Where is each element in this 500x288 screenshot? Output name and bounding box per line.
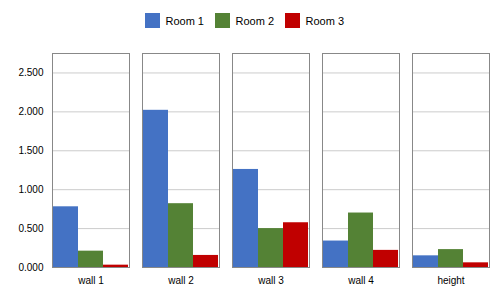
html-text:Room 1: Room 1 bbox=[165, 14, 204, 27]
svg-text:2.500: 2.500 bbox=[18, 67, 43, 78]
svg-text:2.000: 2.000 bbox=[18, 106, 43, 117]
svg-text:height: height bbox=[437, 274, 464, 285]
svg-text:0.500: 0.500 bbox=[18, 222, 43, 233]
svg-text:1.000: 1.000 bbox=[18, 183, 43, 194]
html-text:Room 3: Room 3 bbox=[305, 14, 344, 27]
svg-text:0.000: 0.000 bbox=[18, 261, 43, 272]
svg-text:wall 4: wall 4 bbox=[347, 274, 374, 285]
svg-text:wall 2: wall 2 bbox=[167, 274, 194, 285]
svg-text:1.500: 1.500 bbox=[18, 144, 43, 155]
svg-text:wall 1: wall 1 bbox=[77, 274, 104, 285]
svg-text:wall 3: wall 3 bbox=[257, 274, 284, 285]
html-text:Room 2: Room 2 bbox=[235, 14, 274, 27]
